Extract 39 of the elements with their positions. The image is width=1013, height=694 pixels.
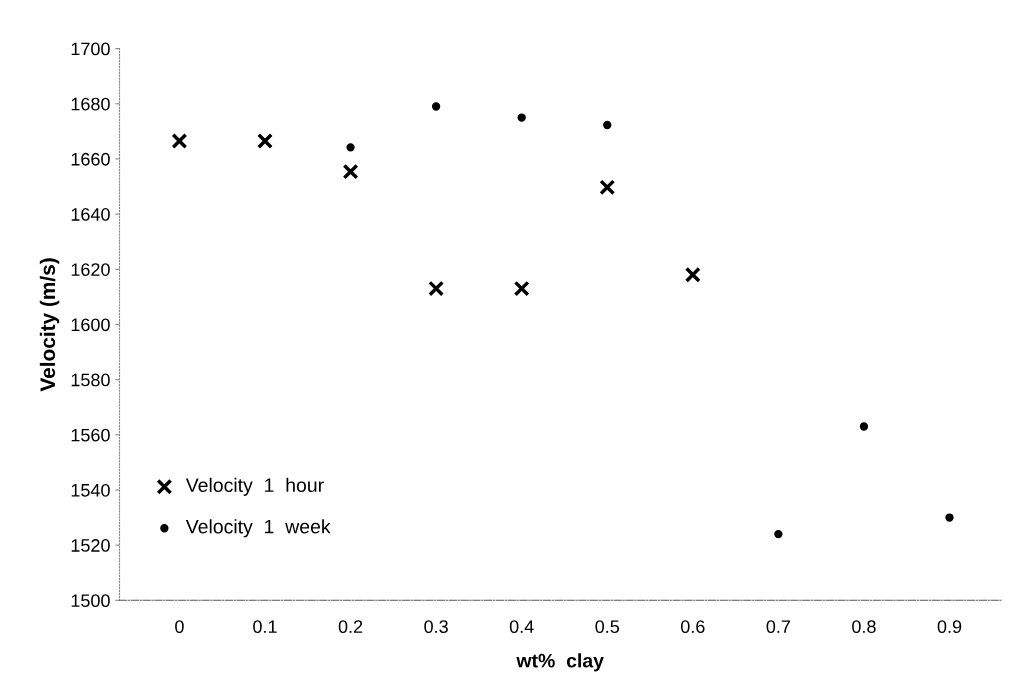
y-tick-label: 1600: [71, 318, 110, 332]
legend-label: Velocity 1 hour: [185, 477, 324, 496]
x-tick-label: 0.9: [937, 620, 962, 634]
x-tick-label: 0.7: [766, 620, 791, 634]
point: [774, 529, 783, 539]
y-tick-label: 1680: [71, 97, 110, 111]
x-tick-label: 0.3: [424, 620, 448, 634]
x-tick-label: 0.1: [253, 620, 277, 634]
point: [346, 143, 355, 152]
x-tick-label: 0.5: [595, 620, 620, 634]
y-tick-label: 1640: [71, 208, 110, 221]
point: [599, 179, 616, 196]
point: [431, 102, 441, 111]
point: [428, 280, 445, 297]
x-tick-label: 0.8: [852, 620, 876, 634]
point: [684, 266, 701, 283]
y-axis-title: Velocity (m/s): [39, 258, 60, 392]
point: [257, 133, 273, 149]
y-tick-label: 1580: [71, 373, 110, 387]
point: [513, 280, 530, 297]
y-tick-label: 1540: [71, 483, 110, 497]
y-tick-label: 1500: [71, 594, 110, 608]
point: [517, 113, 526, 122]
point: [342, 163, 359, 180]
x-tick-label: 0.4: [509, 620, 534, 634]
y-tick-label: 1700: [71, 42, 110, 56]
x-tick-label: 0.6: [680, 620, 705, 634]
x-axis-title: wt% clay: [516, 653, 604, 672]
point: [945, 513, 954, 522]
y-tick-label: 1560: [71, 428, 110, 442]
point: [859, 422, 869, 431]
y-tick-label: 1660: [71, 152, 110, 166]
point: [171, 133, 188, 149]
legend-label: Velocity 1 week: [185, 519, 331, 538]
y-tick-label: 1520: [71, 539, 110, 552]
y-tick-label: 1620: [71, 263, 110, 276]
point: [603, 120, 612, 130]
x-tick-label: 0: [175, 620, 184, 634]
x-tick-label: 0.2: [338, 620, 363, 634]
